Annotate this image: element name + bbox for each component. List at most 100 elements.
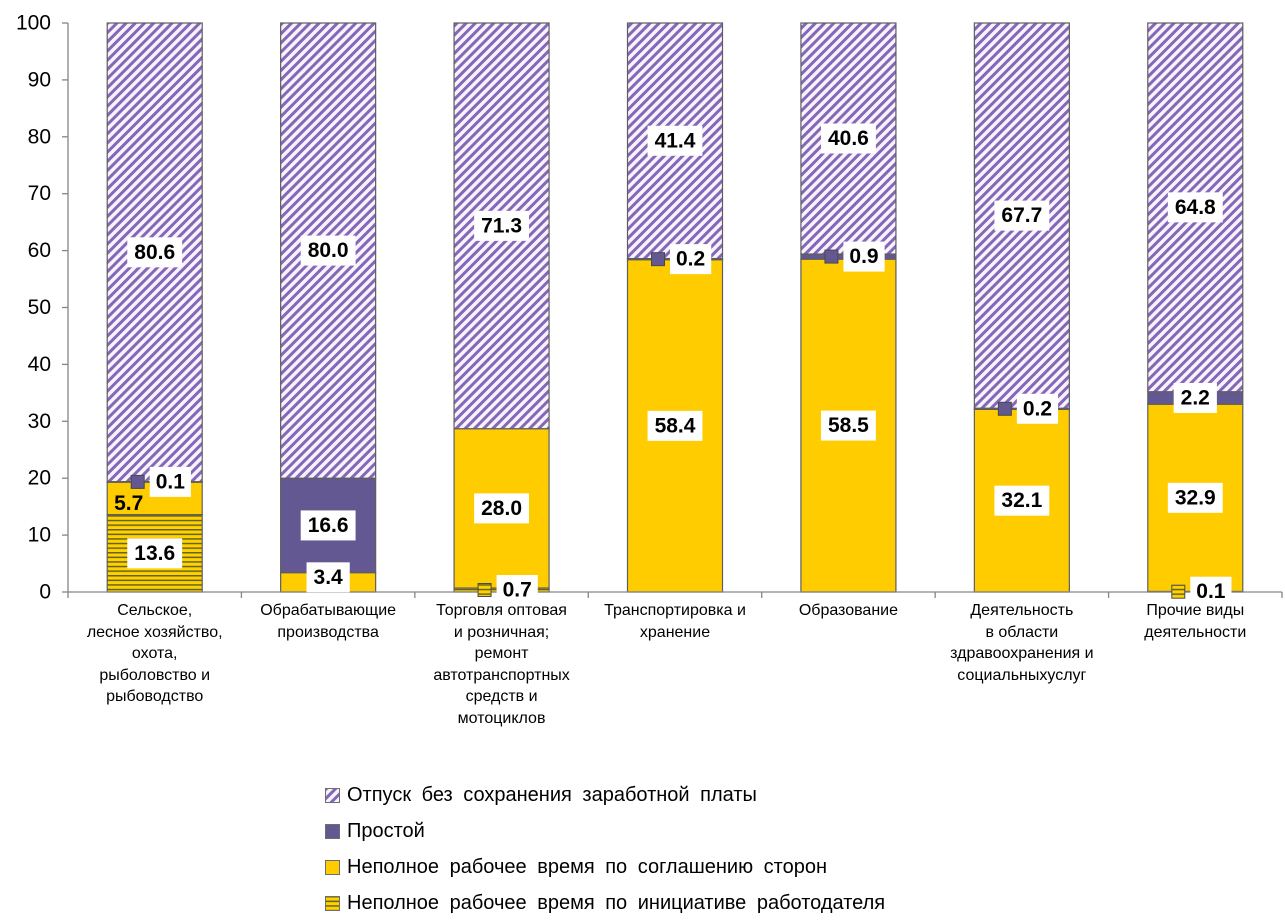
legend-hatch-swatch-icon	[325, 787, 340, 803]
y-tick-label: 30	[28, 410, 51, 433]
data-label: 3.4	[306, 562, 350, 593]
data-label-box	[127, 237, 183, 268]
legend-item-unpaid-leave: Отпуск без сохранения заработной платы	[325, 777, 885, 813]
legend-striped-swatch-icon	[325, 895, 340, 911]
data-label: 28.0	[474, 493, 530, 524]
data-label: 13.6	[127, 538, 183, 569]
data-label: 67.7	[994, 200, 1050, 231]
x-tick-label: Прочие виды деятельности	[1144, 602, 1247, 641]
data-label-text: 41.4	[655, 129, 696, 152]
legend-item-idle: Простой	[325, 813, 885, 849]
data-label: 32.9	[1167, 482, 1223, 513]
x-tick-label: Обрабатывающие производства	[260, 602, 397, 641]
data-label-box	[306, 562, 350, 593]
data-label-text: 13.6	[134, 542, 175, 565]
x-tick-label: Транспортировка и хранение	[604, 602, 746, 641]
data-label-key-icon	[651, 252, 665, 267]
data-label-box	[843, 241, 885, 272]
data-label: 40.6	[820, 123, 876, 154]
y-tick-label: 50	[28, 296, 51, 319]
data-label-text: 28.0	[481, 497, 522, 520]
data-label-text: 58.5	[828, 414, 869, 437]
legend-solid-swatch-icon	[325, 859, 340, 875]
legend-label: Отпуск без сохранения заработной платы	[347, 783, 757, 806]
data-label-text: 32.1	[1001, 489, 1042, 512]
legend-item-parttime-employer: Неполное рабочее время по инициативе раб…	[325, 885, 885, 921]
data-label-box	[670, 244, 712, 275]
data-label: 71.3	[474, 210, 530, 241]
data-label-key-icon	[824, 249, 839, 264]
data-label-box	[496, 575, 538, 606]
y-tick-label: 10	[28, 524, 51, 547]
data-label-text: 71.3	[481, 214, 522, 237]
data-label: 0.1	[1171, 576, 1232, 607]
data-label: 41.4	[647, 125, 703, 156]
data-label-text: 80.6	[134, 241, 175, 264]
data-label-box	[127, 538, 183, 569]
data-label-box	[647, 125, 703, 156]
data-label-box	[1167, 482, 1223, 513]
y-tick-label: 90	[28, 68, 51, 91]
x-tick-label: Торговля оптовая и розничная; ремонт авт…	[433, 602, 570, 727]
x-tick-label: Сельское, лесное хозяйство, охота, рыбол…	[86, 602, 223, 705]
data-label-box	[300, 510, 356, 541]
data-labels: 13.6 5.7 0.1 80.6 3.4 16.6 80.0 0.7 28.0 71.3 58.4…	[114, 123, 1232, 607]
data-label: 80.0	[300, 235, 356, 266]
data-label: 0.7	[477, 575, 538, 606]
data-label-box	[820, 410, 876, 441]
data-label: 58.5	[820, 410, 876, 441]
legend: Отпуск без сохранения заработной платы П…	[325, 777, 885, 921]
x-tick-label: Образование	[798, 602, 898, 619]
data-label-box	[994, 485, 1050, 516]
data-label-text: 5.7	[114, 492, 143, 515]
data-label-box	[1016, 393, 1059, 424]
data-label-text: 0.2	[1023, 397, 1052, 420]
y-tick-label: 0	[39, 581, 51, 604]
data-label-text: 58.4	[655, 414, 696, 437]
y-tick-label: 60	[28, 239, 51, 262]
data-label-key-icon	[477, 583, 492, 598]
data-label-box	[1167, 192, 1223, 223]
data-label: 0.2	[651, 244, 712, 275]
legend-label: Простой	[347, 819, 425, 842]
data-label-text: 0.7	[503, 579, 532, 602]
y-tick-label: 20	[28, 467, 51, 490]
legend-label: Неполное рабочее время по соглашению сто…	[347, 855, 828, 878]
data-label: 58.4	[647, 410, 703, 441]
data-label-box	[820, 123, 876, 154]
data-label-text: 32.9	[1175, 486, 1216, 509]
data-label-box	[1173, 382, 1217, 413]
data-label-text: 67.7	[1001, 204, 1042, 227]
x-tick-label: Деятельность в области здравоохранения и…	[950, 602, 1094, 684]
data-label-text: 0.9	[849, 245, 878, 268]
data-label-box	[994, 200, 1050, 231]
data-label: 80.6	[127, 237, 183, 268]
data-label-box	[474, 493, 530, 524]
data-label-box	[1190, 576, 1232, 607]
data-label-box	[300, 235, 356, 266]
axes: 0 10 20 30 40 50 60 70 80 90 100	[16, 12, 1283, 604]
data-label: 0.1	[130, 466, 191, 497]
data-label-box	[474, 210, 530, 241]
data-label: 16.6	[300, 510, 356, 541]
data-label: 64.8	[1167, 192, 1223, 223]
data-label-key-icon	[1171, 584, 1186, 599]
data-label: 2.2	[1173, 382, 1217, 413]
data-label-key-icon	[997, 401, 1012, 416]
data-label-text: 16.6	[308, 514, 349, 537]
data-label: 0.9	[824, 241, 885, 272]
data-label: 0.2	[997, 393, 1059, 424]
data-label-text: 2.2	[1181, 386, 1210, 409]
y-tick-label: 70	[28, 182, 51, 205]
data-label-box	[149, 466, 191, 497]
data-label-text: 3.4	[314, 566, 344, 589]
legend-label: Неполное рабочее время по инициативе раб…	[347, 891, 886, 914]
data-label-box	[647, 410, 703, 441]
legend-item-parttime-agreement: Неполное рабочее время по соглашению сто…	[325, 849, 885, 885]
data-label-text: 0.2	[676, 248, 705, 271]
bars	[106, 22, 1244, 593]
data-label-text: 80.0	[308, 239, 349, 262]
data-label-key-icon	[130, 474, 145, 489]
y-tick-label: 100	[16, 12, 51, 35]
